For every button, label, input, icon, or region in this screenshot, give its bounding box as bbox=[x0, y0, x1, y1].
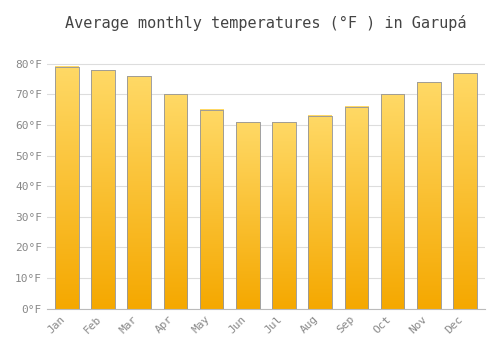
Bar bbox=[236, 122, 260, 309]
Bar bbox=[454, 73, 477, 309]
Bar bbox=[344, 106, 368, 309]
Bar bbox=[164, 94, 187, 309]
Bar bbox=[200, 110, 224, 309]
Bar bbox=[200, 110, 224, 309]
Bar bbox=[128, 76, 151, 309]
Bar bbox=[55, 67, 78, 309]
Bar bbox=[381, 94, 404, 309]
Bar bbox=[128, 76, 151, 309]
Bar bbox=[272, 122, 296, 309]
Bar bbox=[308, 116, 332, 309]
Bar bbox=[417, 82, 440, 309]
Bar bbox=[272, 122, 296, 309]
Bar bbox=[236, 122, 260, 309]
Bar bbox=[91, 70, 115, 309]
Title: Average monthly temperatures (°F ) in Garupá: Average monthly temperatures (°F ) in Ga… bbox=[65, 15, 466, 31]
Bar bbox=[308, 116, 332, 309]
Bar bbox=[91, 70, 115, 309]
Bar bbox=[55, 67, 78, 309]
Bar bbox=[164, 94, 187, 309]
Bar bbox=[381, 94, 404, 309]
Bar bbox=[454, 73, 477, 309]
Bar bbox=[344, 106, 368, 309]
Bar bbox=[417, 82, 440, 309]
